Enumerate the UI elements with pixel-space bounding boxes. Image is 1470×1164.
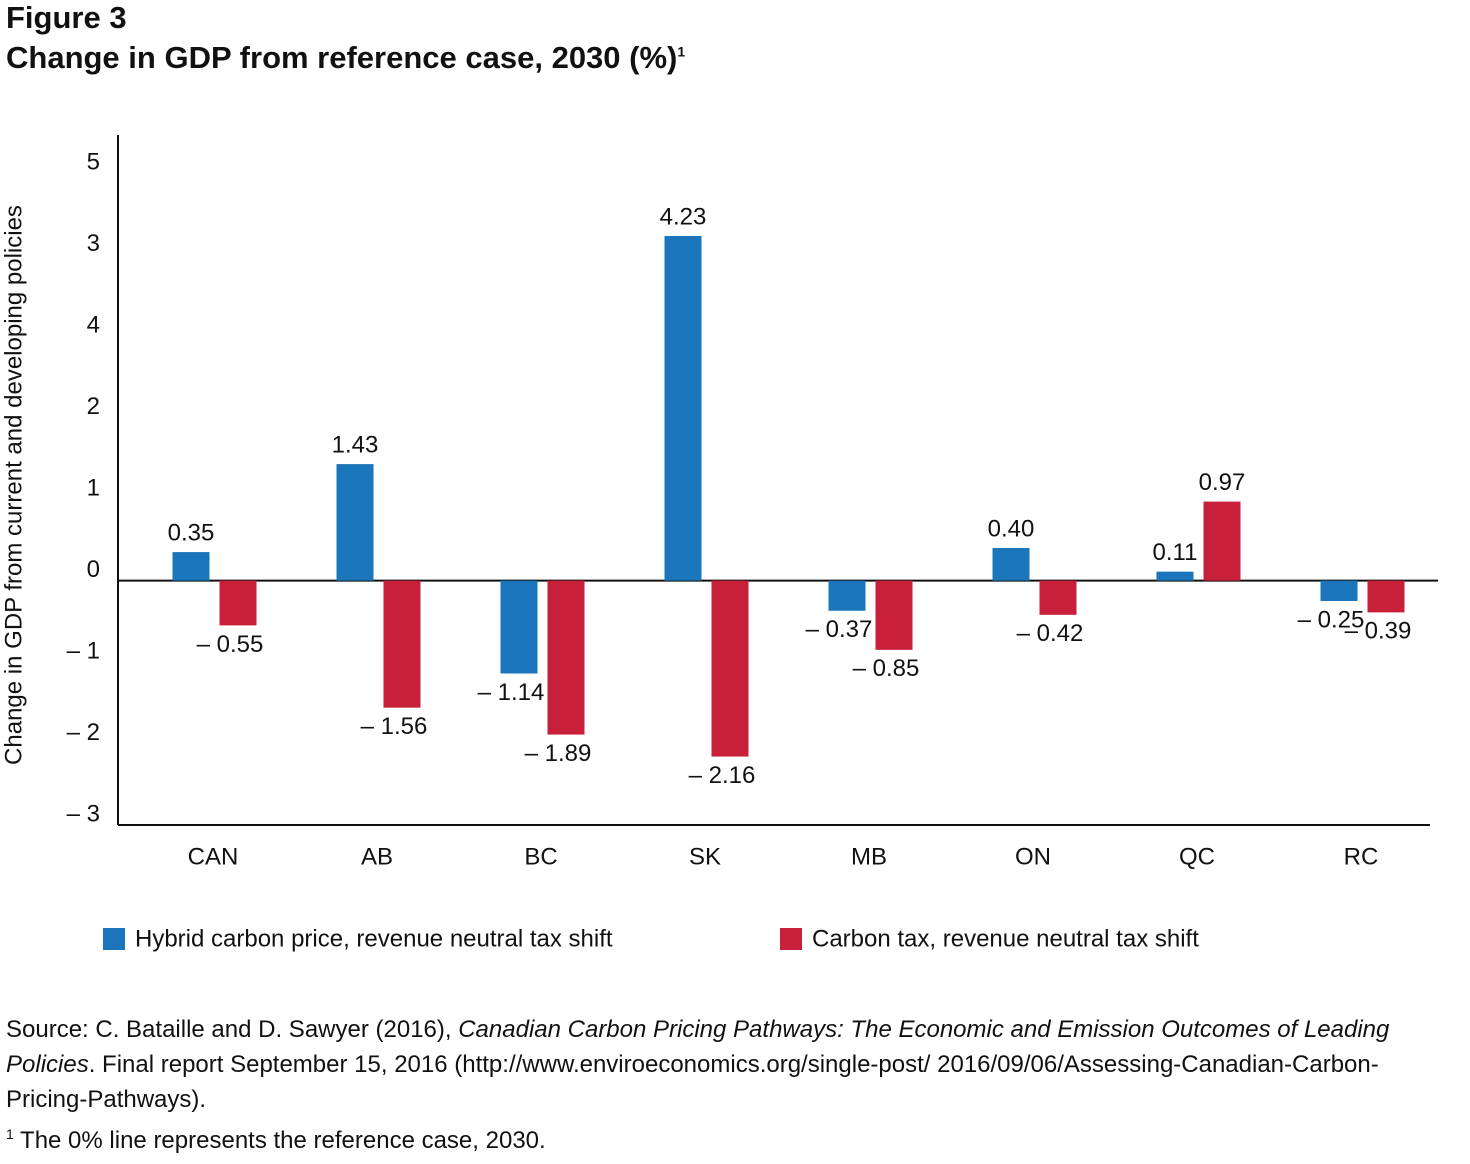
value-label: – 0.42 xyxy=(1017,620,1084,647)
value-label: – 1.56 xyxy=(361,713,428,740)
x-tick-label: SK xyxy=(689,843,721,870)
value-label: 0.40 xyxy=(988,515,1035,542)
y-tick-label: 1 xyxy=(87,474,100,501)
value-label: 0.35 xyxy=(168,519,215,546)
chart: Change in GDP from current and developin… xyxy=(0,135,1438,952)
y-tick-label: 3 xyxy=(87,230,100,257)
title-note: 1 xyxy=(677,43,686,60)
legend-label: Carbon tax, revenue neutral tax shift xyxy=(812,925,1199,952)
y-tick-label: 4 xyxy=(87,312,100,339)
value-label: 0.97 xyxy=(1199,469,1246,496)
value-label: – 0.39 xyxy=(1345,618,1412,645)
x-tick-label: RC xyxy=(1344,843,1379,870)
y-tick-label: 2 xyxy=(87,393,100,420)
x-tick-label: CAN xyxy=(188,843,239,870)
y-tick-label: – 3 xyxy=(67,800,100,827)
source-suffix: . Final report September 15, 2016 (http:… xyxy=(6,1051,1379,1113)
value-label: – 0.85 xyxy=(853,655,920,682)
bar xyxy=(992,548,1030,581)
bar xyxy=(1039,580,1077,615)
bar xyxy=(711,580,749,757)
y-tick-label: 5 xyxy=(87,149,100,176)
bar xyxy=(1367,580,1405,613)
y-tick-label: – 2 xyxy=(67,719,100,746)
bar xyxy=(336,464,374,581)
bar xyxy=(547,580,585,735)
x-tick-label: AB xyxy=(361,843,393,870)
bar xyxy=(1203,501,1241,581)
y-tick-label: – 1 xyxy=(67,637,100,664)
bar xyxy=(219,580,257,626)
x-tick-label: ON xyxy=(1015,843,1051,870)
value-label: – 0.37 xyxy=(806,616,873,643)
y-axis-title: Change in GDP from current and developin… xyxy=(0,205,27,765)
value-label: – 0.55 xyxy=(197,631,264,658)
value-label: – 1.89 xyxy=(525,740,592,767)
chart-title-block: Change in GDP from reference case, 2030 … xyxy=(6,40,685,76)
bar xyxy=(172,552,210,581)
source-title: Canadian Carbon Pricing Pathways: The Ec… xyxy=(6,1016,1390,1078)
legend-label: Hybrid carbon price, revenue neutral tax… xyxy=(135,925,613,952)
value-label: 0.11 xyxy=(1153,539,1198,566)
figure-label: Figure 3 xyxy=(6,0,127,35)
bar xyxy=(500,580,538,674)
bar xyxy=(828,580,866,611)
x-tick-label: BC xyxy=(524,843,557,870)
legend-swatch xyxy=(103,928,125,950)
y-tick-label: 0 xyxy=(87,556,100,583)
source: Source: C. Bataille and D. Sawyer (2016)… xyxy=(6,1016,459,1043)
footnote: The 0% line represents the reference cas… xyxy=(13,1127,546,1154)
bar xyxy=(875,580,913,650)
bar xyxy=(664,236,702,581)
value-label: – 0.25 xyxy=(1298,606,1365,633)
legend-swatch xyxy=(780,928,802,950)
bar xyxy=(1320,580,1358,601)
x-tick-label: QC xyxy=(1179,843,1215,870)
bar xyxy=(1156,571,1194,581)
footnote-mark: 1 xyxy=(6,1126,14,1142)
value-label: 4.23 xyxy=(660,203,707,230)
value-label: 1.43 xyxy=(332,431,379,458)
x-tick-label: MB xyxy=(851,843,887,870)
value-label: – 2.16 xyxy=(689,762,756,789)
value-label: – 1.14 xyxy=(478,679,545,706)
chart-title: Change in GDP from reference case, 2030 … xyxy=(6,40,678,75)
notes: Source: C. Bataille and D. Sawyer (2016)… xyxy=(6,1012,1426,1158)
bar xyxy=(383,580,421,708)
